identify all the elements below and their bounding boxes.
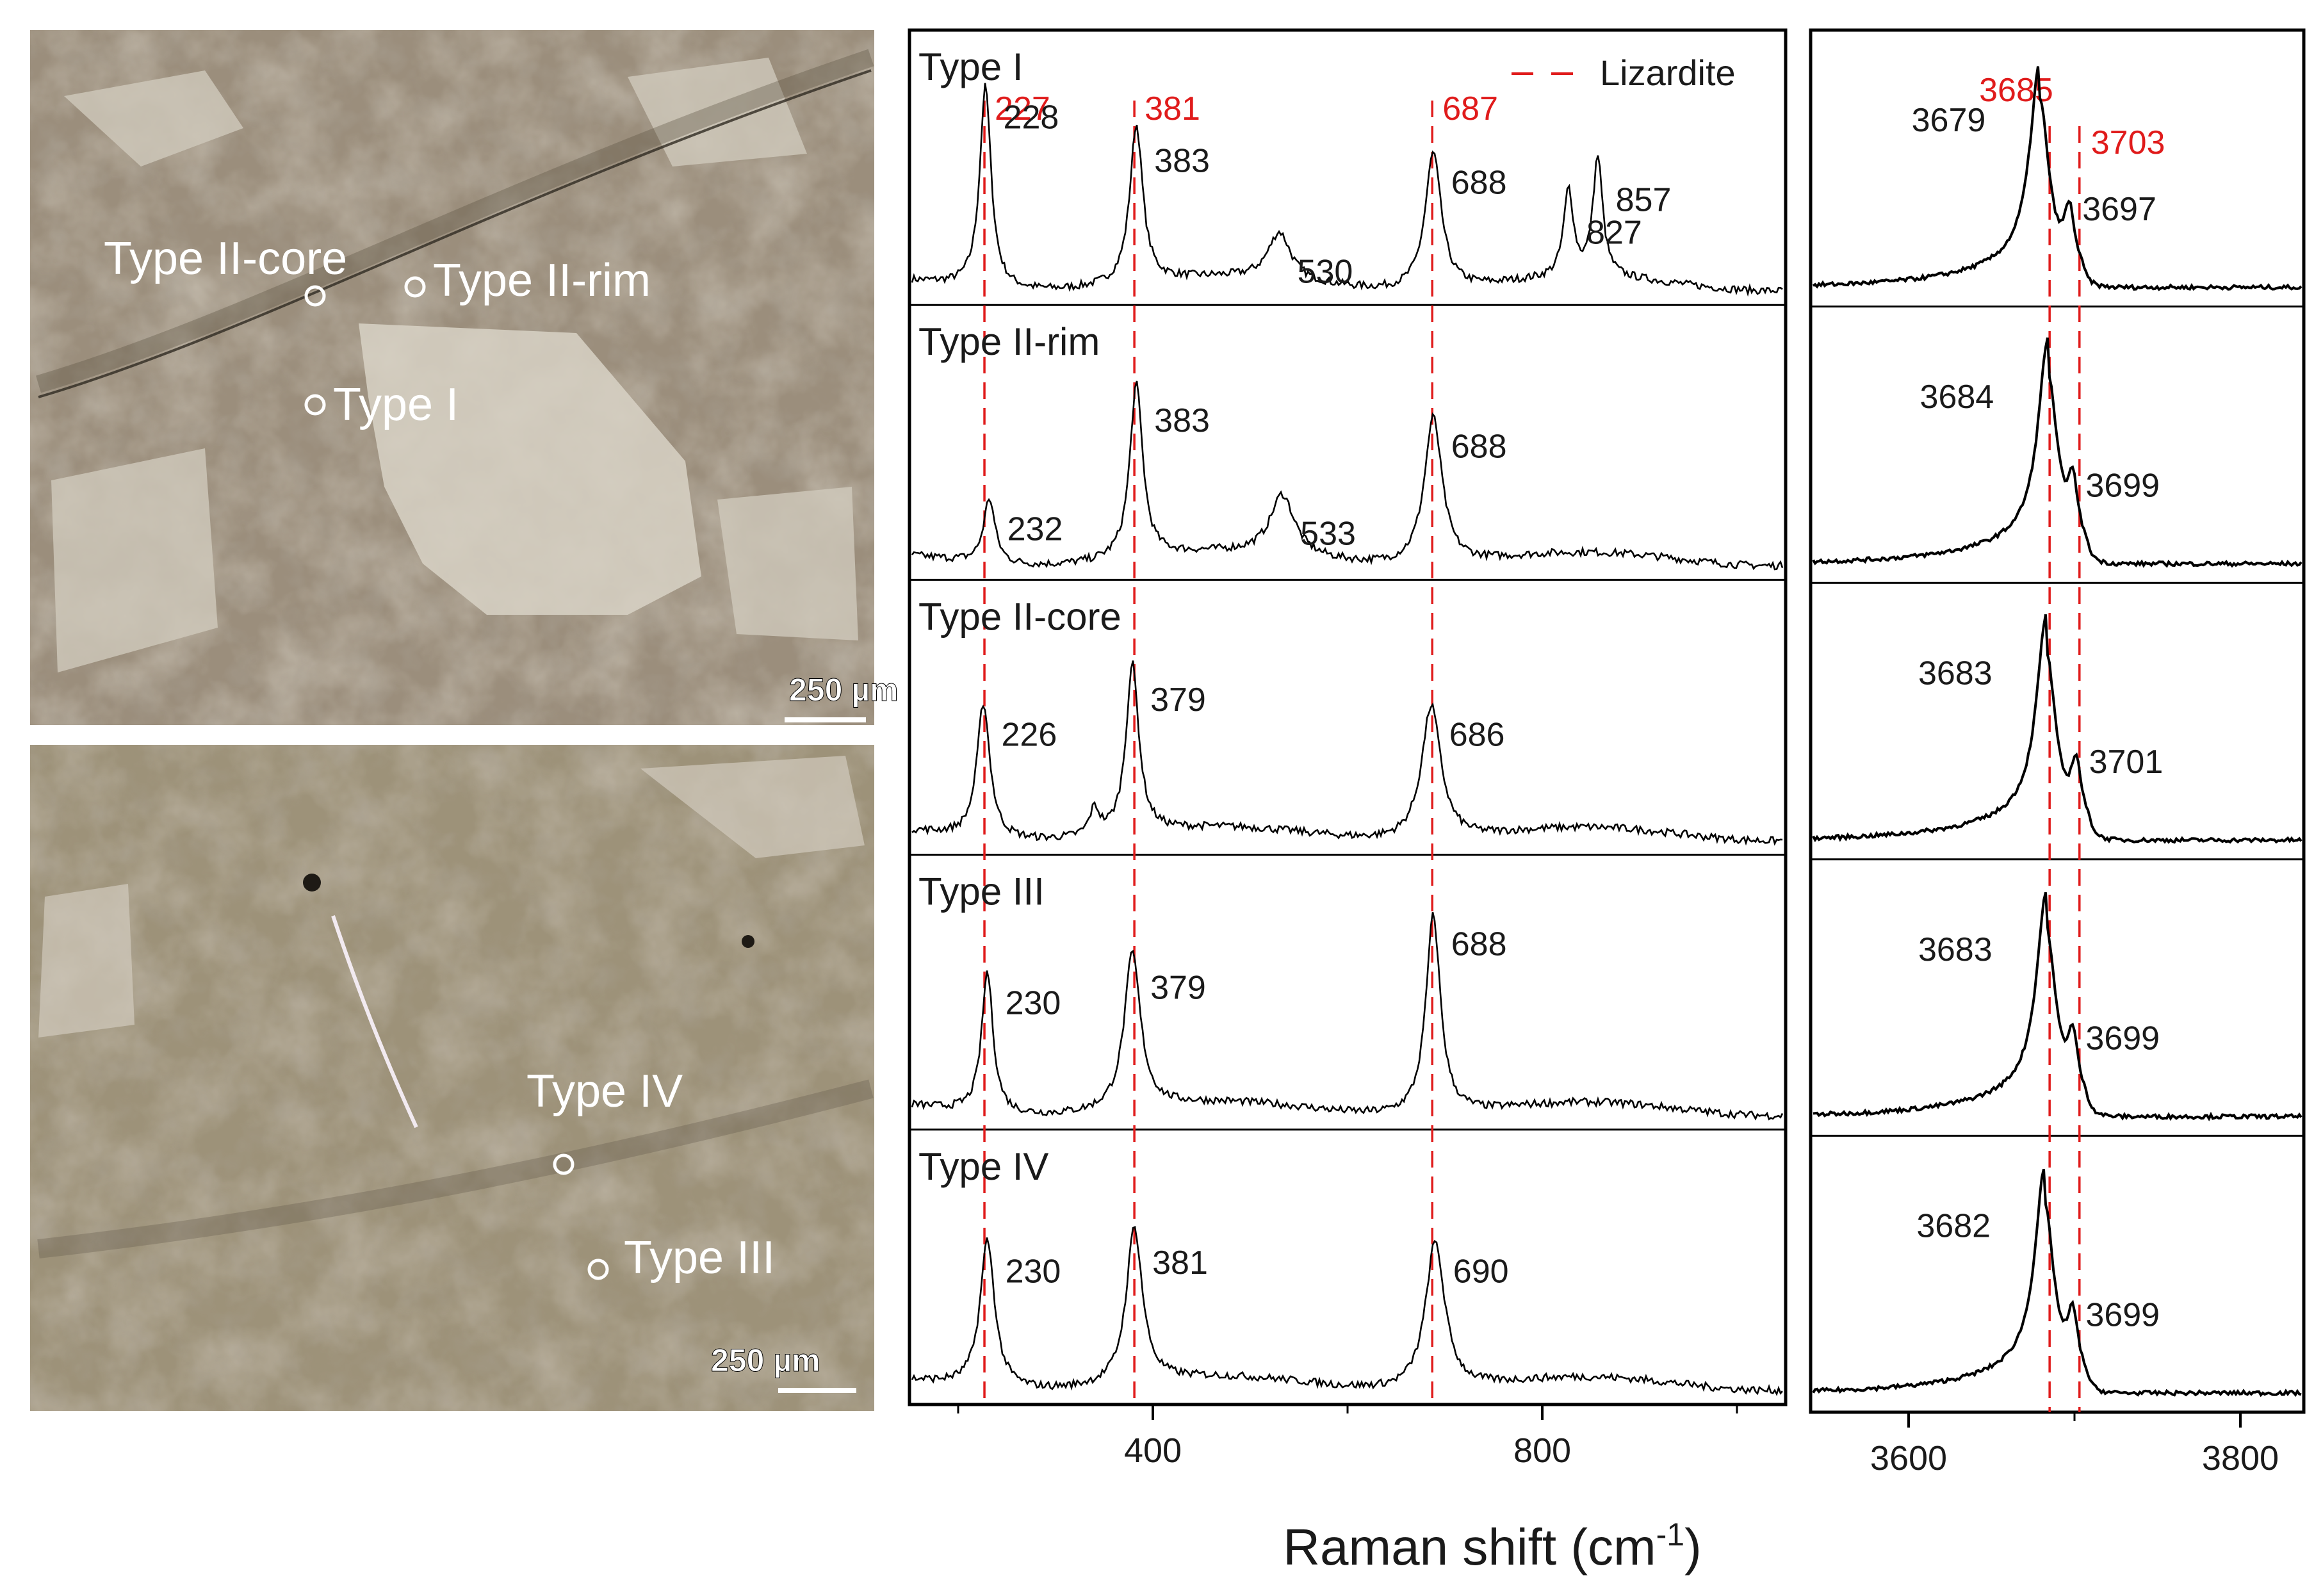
spectrum-type-iii <box>911 912 1784 1121</box>
peak-label: 3699 <box>2085 467 2160 504</box>
spot-label-type-IV: Type IV <box>526 1066 683 1117</box>
peak-label: 226 <box>1002 716 1057 753</box>
peak-label: 228 <box>1004 99 1059 136</box>
peak-label: 3683 <box>1918 655 1993 692</box>
reference-label: 687 <box>1442 90 1498 127</box>
peak-label: 533 <box>1300 515 1356 552</box>
series-name-type-iii: Type III <box>918 870 1045 913</box>
spot-marker-type-IV <box>553 1153 575 1175</box>
peak-label: 232 <box>1007 511 1063 548</box>
peak-label: 688 <box>1451 428 1507 466</box>
peak-label: 3682 <box>1916 1208 1991 1245</box>
peak-label: 686 <box>1449 716 1505 753</box>
peak-label: 3683 <box>1918 931 1993 968</box>
spot-marker-type-II-rim <box>404 276 426 298</box>
spot-label-type-I: Type I <box>333 379 459 430</box>
peak-label: 379 <box>1150 681 1206 719</box>
raman-chart-oh-frame <box>1809 28 2306 1414</box>
series-name-type-iv: Type IV <box>918 1145 1048 1188</box>
x-tick-label: 3800 <box>2202 1439 2279 1478</box>
legend-label: Lizardite <box>1600 53 1736 93</box>
vein <box>36 49 874 393</box>
reference-label: 227 <box>995 90 1050 127</box>
series-name-type-ii-rim: Type II-rim <box>918 320 1100 363</box>
peak-label: 381 <box>1152 1244 1208 1282</box>
peak-label: 530 <box>1298 254 1353 291</box>
peak-label: 3699 <box>2085 1020 2160 1057</box>
peak-label: 688 <box>1451 926 1507 963</box>
x-axis-title: Raman shift (cm-1) <box>1283 1517 1701 1576</box>
spectrum-type-iv <box>911 1225 1783 1396</box>
peak-label: 379 <box>1150 970 1206 1007</box>
micrograph-top: 250 µm Type II-core Type II-rim Type I <box>30 30 899 725</box>
spot-marker-type-I <box>304 394 326 416</box>
peak-label: 3684 <box>1920 379 1994 416</box>
oh-spectrum-type-iii <box>1813 892 2303 1121</box>
peak-label: 230 <box>1006 1253 1061 1290</box>
oh-spectrum-type-ii-core <box>1812 614 2303 844</box>
x-tick-label: 800 <box>1513 1431 1571 1470</box>
olivine-grain <box>359 323 701 615</box>
reference-label: 381 <box>1145 90 1200 127</box>
peak-label: 383 <box>1154 402 1210 439</box>
spot-label-type-II-core: Type II-core <box>104 233 347 284</box>
peak-label: 3701 <box>2089 744 2164 781</box>
peak-label: 3697 <box>2082 191 2156 228</box>
peak-label: 383 <box>1154 143 1210 180</box>
spot-label-type-III: Type III <box>624 1232 775 1283</box>
series-name-type-i: Type I <box>918 45 1023 88</box>
raman-chart-oh: 3685370336793697368436993683370136833699… <box>1809 28 2306 1478</box>
scale-bar-bottom-label: 250 µm <box>711 1342 820 1378</box>
spectrum-type-ii-rim <box>911 380 1784 571</box>
peak-label: 3699 <box>2085 1296 2160 1333</box>
oh-spectrum-type-ii-rim <box>1812 337 2303 568</box>
oh-spectrum-type-i <box>1812 66 2303 291</box>
peak-label: 690 <box>1453 1253 1509 1290</box>
spectrum-type-ii-core <box>911 660 1783 846</box>
peak-label: 827 <box>1586 215 1642 252</box>
series-name-type-ii-core: Type II-core <box>918 595 1121 638</box>
spot-marker-type-II-core <box>304 285 326 307</box>
oh-spectrum-type-iv <box>1812 1169 2302 1397</box>
scale-bar-top-label: 250 µm <box>789 672 899 708</box>
peak-label: 3679 <box>1912 102 1986 139</box>
spot-label-type-II-rim: Type II-rim <box>433 255 651 306</box>
x-tick-label: 400 <box>1124 1431 1182 1470</box>
spot-marker-type-III <box>587 1258 609 1280</box>
reference-label: 3703 <box>2091 124 2165 161</box>
x-tick-label: 3600 <box>1870 1439 1947 1478</box>
peak-label: 857 <box>1616 182 1672 219</box>
peak-label: 230 <box>1006 984 1061 1022</box>
spectrum-type-i <box>911 83 1783 297</box>
micrograph-bottom: 250 µm Type IV Type III <box>30 745 874 1411</box>
peak-label: 688 <box>1451 165 1507 202</box>
